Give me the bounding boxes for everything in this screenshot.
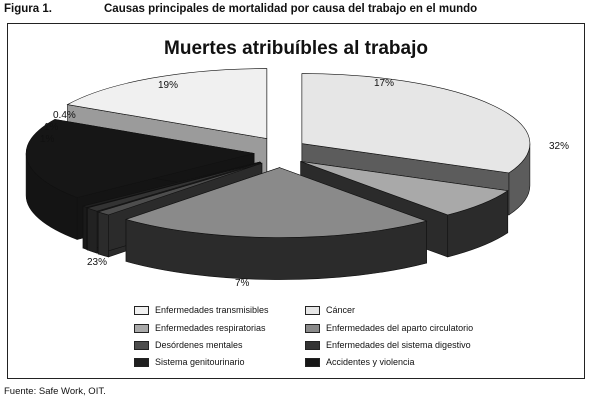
slice-top (25, 119, 255, 198)
legend-label: Enfermedades respiratorias (155, 323, 266, 333)
data-label-accidentes: 19% (158, 80, 179, 91)
slice-top (86, 162, 261, 212)
chart-frame: Muertes atribuíbles al trabajo 17% 32% 7… (7, 23, 585, 379)
legend-label: Accidentes y violencia (326, 357, 415, 367)
slice-top (125, 167, 428, 238)
source-note: Fuente: Safe Work, OIT. (4, 386, 106, 397)
legend-swatch (134, 306, 149, 315)
data-label-cancer: 32% (549, 141, 570, 152)
slice-top (301, 73, 531, 174)
slice-side (82, 205, 87, 250)
slice-top (82, 161, 261, 208)
legend-label: Enfermedades transmisibles (155, 305, 269, 315)
figure-label: Figura 1. (4, 3, 52, 15)
data-label-mentales: 1% (40, 134, 55, 145)
legend-label: Enfermedades del sistema digestivo (326, 340, 471, 350)
slice-top (97, 162, 263, 216)
data-label-genitourinario: 0.4% (53, 110, 76, 121)
legend-swatch (305, 341, 320, 350)
legend-label: Cáncer (326, 305, 356, 315)
slice-side (97, 211, 109, 258)
legend-swatch (305, 306, 320, 315)
legend-swatch (305, 358, 320, 367)
legend-swatch (134, 324, 149, 333)
legend-label: Sistema genitourinario (155, 357, 245, 367)
pie-chart (25, 68, 531, 280)
data-label-transmisibles: 17% (374, 78, 395, 89)
legend-label: Enfermedades del aparto circulatorio (326, 323, 474, 333)
slice-top (66, 68, 268, 139)
slice-side (87, 207, 98, 254)
data-label-respiratorias: 7% (235, 278, 250, 289)
figure-title: Causas principales de mortalidad por cau… (104, 3, 478, 15)
chart-title: Muertes atribuíbles al trabajo (164, 38, 428, 59)
data-label-circulatorio: 23% (87, 257, 108, 268)
legend-swatch (305, 324, 320, 333)
pie-slice-enfermedades-del-aparto-circulatorio (125, 167, 428, 280)
slice-top (300, 161, 509, 216)
legend-swatch (134, 341, 149, 350)
legend-swatch (134, 358, 149, 367)
legend-label: Desórdenes mentales (155, 340, 243, 350)
data-label-digestivo: 1% (44, 122, 59, 133)
